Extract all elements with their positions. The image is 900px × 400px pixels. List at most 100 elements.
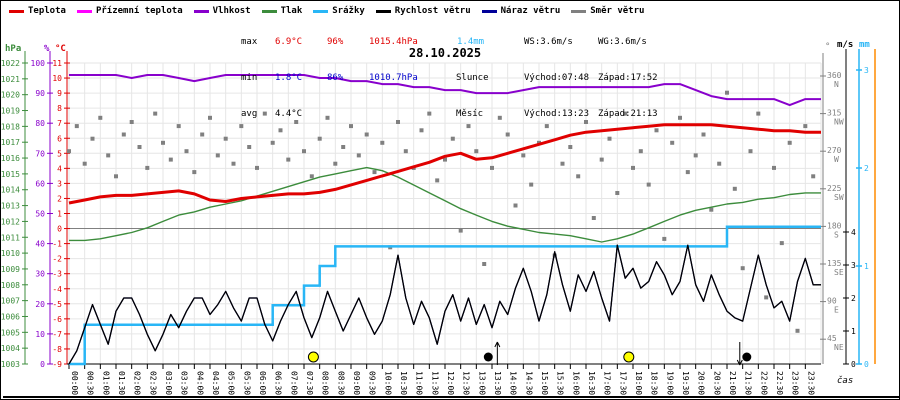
time-tick-label: 14:00 (509, 371, 518, 395)
wind-direction-point (811, 174, 816, 179)
legend-swatch (76, 9, 92, 13)
chart-legend: Teplota Přízemní teplota Vlhkost Tlak Srážky… (9, 6, 644, 16)
legend-label: Srážky (332, 6, 365, 16)
axis-tick-label: 70 (35, 149, 45, 158)
wind-direction-point (168, 157, 173, 162)
wind-direction-point (482, 262, 487, 266)
time-tick-label: 07:30 (305, 371, 314, 395)
max-pressure: 1015.4hPa (369, 37, 418, 47)
wind-direction-point (294, 120, 299, 124)
time-tick-label: 12:30 (462, 371, 471, 395)
legend-swatch (313, 9, 329, 13)
wind-direction-point (419, 128, 424, 133)
max-temperature: 6.9°C (275, 37, 303, 47)
axis-tick-label: -2 (52, 255, 62, 264)
direction-tick-degrees: 360 (827, 71, 842, 80)
time-tick-label: 19:30 (681, 371, 690, 395)
wind-speed-stat: WS:3.6m/s (524, 37, 573, 47)
axis-tick-label: -9 (52, 360, 62, 369)
axis-tick-label: -7 (52, 330, 62, 339)
axis-tick-label: 10 (52, 74, 62, 83)
wind-direction-point (638, 149, 643, 154)
axis-tick-label: 1018 (1, 122, 20, 131)
legend-swatch (571, 9, 587, 13)
max-humidity: 96% (327, 37, 344, 47)
moonset-marker (742, 352, 752, 362)
time-tick-label: 06:30 (274, 371, 283, 395)
wind-direction-point (670, 140, 675, 145)
axis-tick-label: 1009 (1, 265, 20, 274)
wind-direction-point (772, 165, 776, 170)
direction-tick-degrees: 135 (827, 259, 842, 268)
wind-direction-point (325, 115, 330, 120)
time-tick-label: 10:00 (383, 371, 392, 395)
time-tick-label: 02:00 (133, 371, 142, 395)
sunrise-marker (307, 351, 319, 363)
axis-tick-label: 30 (35, 270, 45, 279)
time-tick-label: 10:30 (399, 371, 408, 395)
axis-unit-label: °C (55, 44, 66, 54)
legend-label: Náraz větru (500, 6, 561, 16)
time-tick-label: 16:30 (587, 371, 596, 395)
wind-direction-point (717, 161, 722, 166)
wind-direction-point (372, 170, 377, 175)
wind-direction-point (584, 120, 588, 124)
wind-direction-point (349, 124, 353, 129)
legend-item-3: Vlhkost (193, 6, 251, 16)
time-tick-label: 06:00 (258, 371, 267, 395)
axis-tick-label: 1016 (1, 154, 20, 163)
axis-tick-label: 50 (35, 210, 45, 219)
axis-tick-label: 60 (35, 179, 45, 188)
time-tick-label: 04:00 (195, 371, 204, 395)
axis-unit-label: mm (859, 40, 870, 50)
moonset-arrow-down (736, 342, 743, 366)
wind-direction-point (654, 128, 659, 133)
wind-direction-point (396, 120, 400, 124)
axis-tick-label: 1017 (1, 138, 20, 147)
axis-tick-label: 1021 (1, 75, 20, 84)
wind-direction-point (591, 216, 596, 220)
precipitation-line (69, 225, 821, 366)
wind-gust-stat: WG:3.6m/s (598, 37, 647, 47)
wind-direction-point (607, 136, 612, 141)
wind-direction-point (161, 140, 165, 145)
time-tick-label: 00:00 (70, 371, 79, 395)
legend-item-2: Přízemní teplota (76, 6, 183, 16)
wind-tick-label: 2 (851, 294, 856, 303)
wind-direction-point (544, 124, 549, 129)
sun-stats-row: Slunce Východ:07:48 Západ:17:52 (456, 72, 658, 84)
wind-direction-point (693, 153, 698, 158)
wind-direction-point (646, 182, 651, 187)
wind-direction-point (662, 236, 667, 241)
axis-tick-label: 2 (57, 194, 62, 203)
legend-label: Vlhkost (212, 6, 251, 16)
legend-label: Směr větru (590, 6, 645, 16)
time-tick-label: 17:30 (618, 371, 627, 395)
temperature-line (68, 123, 821, 205)
wind-direction-point (153, 111, 158, 116)
axis-tick-label: 8 (57, 104, 62, 113)
direction-tick-degrees: 225 (827, 184, 842, 193)
time-tick-label: 03:00 (164, 371, 173, 395)
min-humidity: 86% (327, 73, 344, 83)
sun-label: Slunce (456, 73, 489, 83)
direction-tick-degrees: 45 (827, 334, 837, 343)
wind-direction-point (521, 153, 526, 158)
wind-direction-point (505, 132, 510, 137)
legend-item-8: Směr větru (571, 6, 644, 16)
stats-avg-row: avg 4.4°C (241, 108, 484, 120)
wind-direction-point (239, 124, 244, 129)
direction-tick-degrees: 90 (827, 297, 837, 306)
legend-swatch (261, 9, 277, 13)
wind-direction-point (599, 157, 604, 162)
axis-tick-label: 1015 (1, 170, 20, 179)
avg-label: avg (241, 109, 258, 119)
wind-direction-point (286, 157, 291, 162)
wind-direction-point (474, 149, 479, 154)
axis-unit-label: ° (825, 42, 830, 52)
direction-tick-compass: NW (834, 118, 844, 127)
x-axis-title: čas (837, 375, 853, 386)
wind-direction-point (215, 153, 220, 158)
wind-direction-point (302, 149, 306, 154)
